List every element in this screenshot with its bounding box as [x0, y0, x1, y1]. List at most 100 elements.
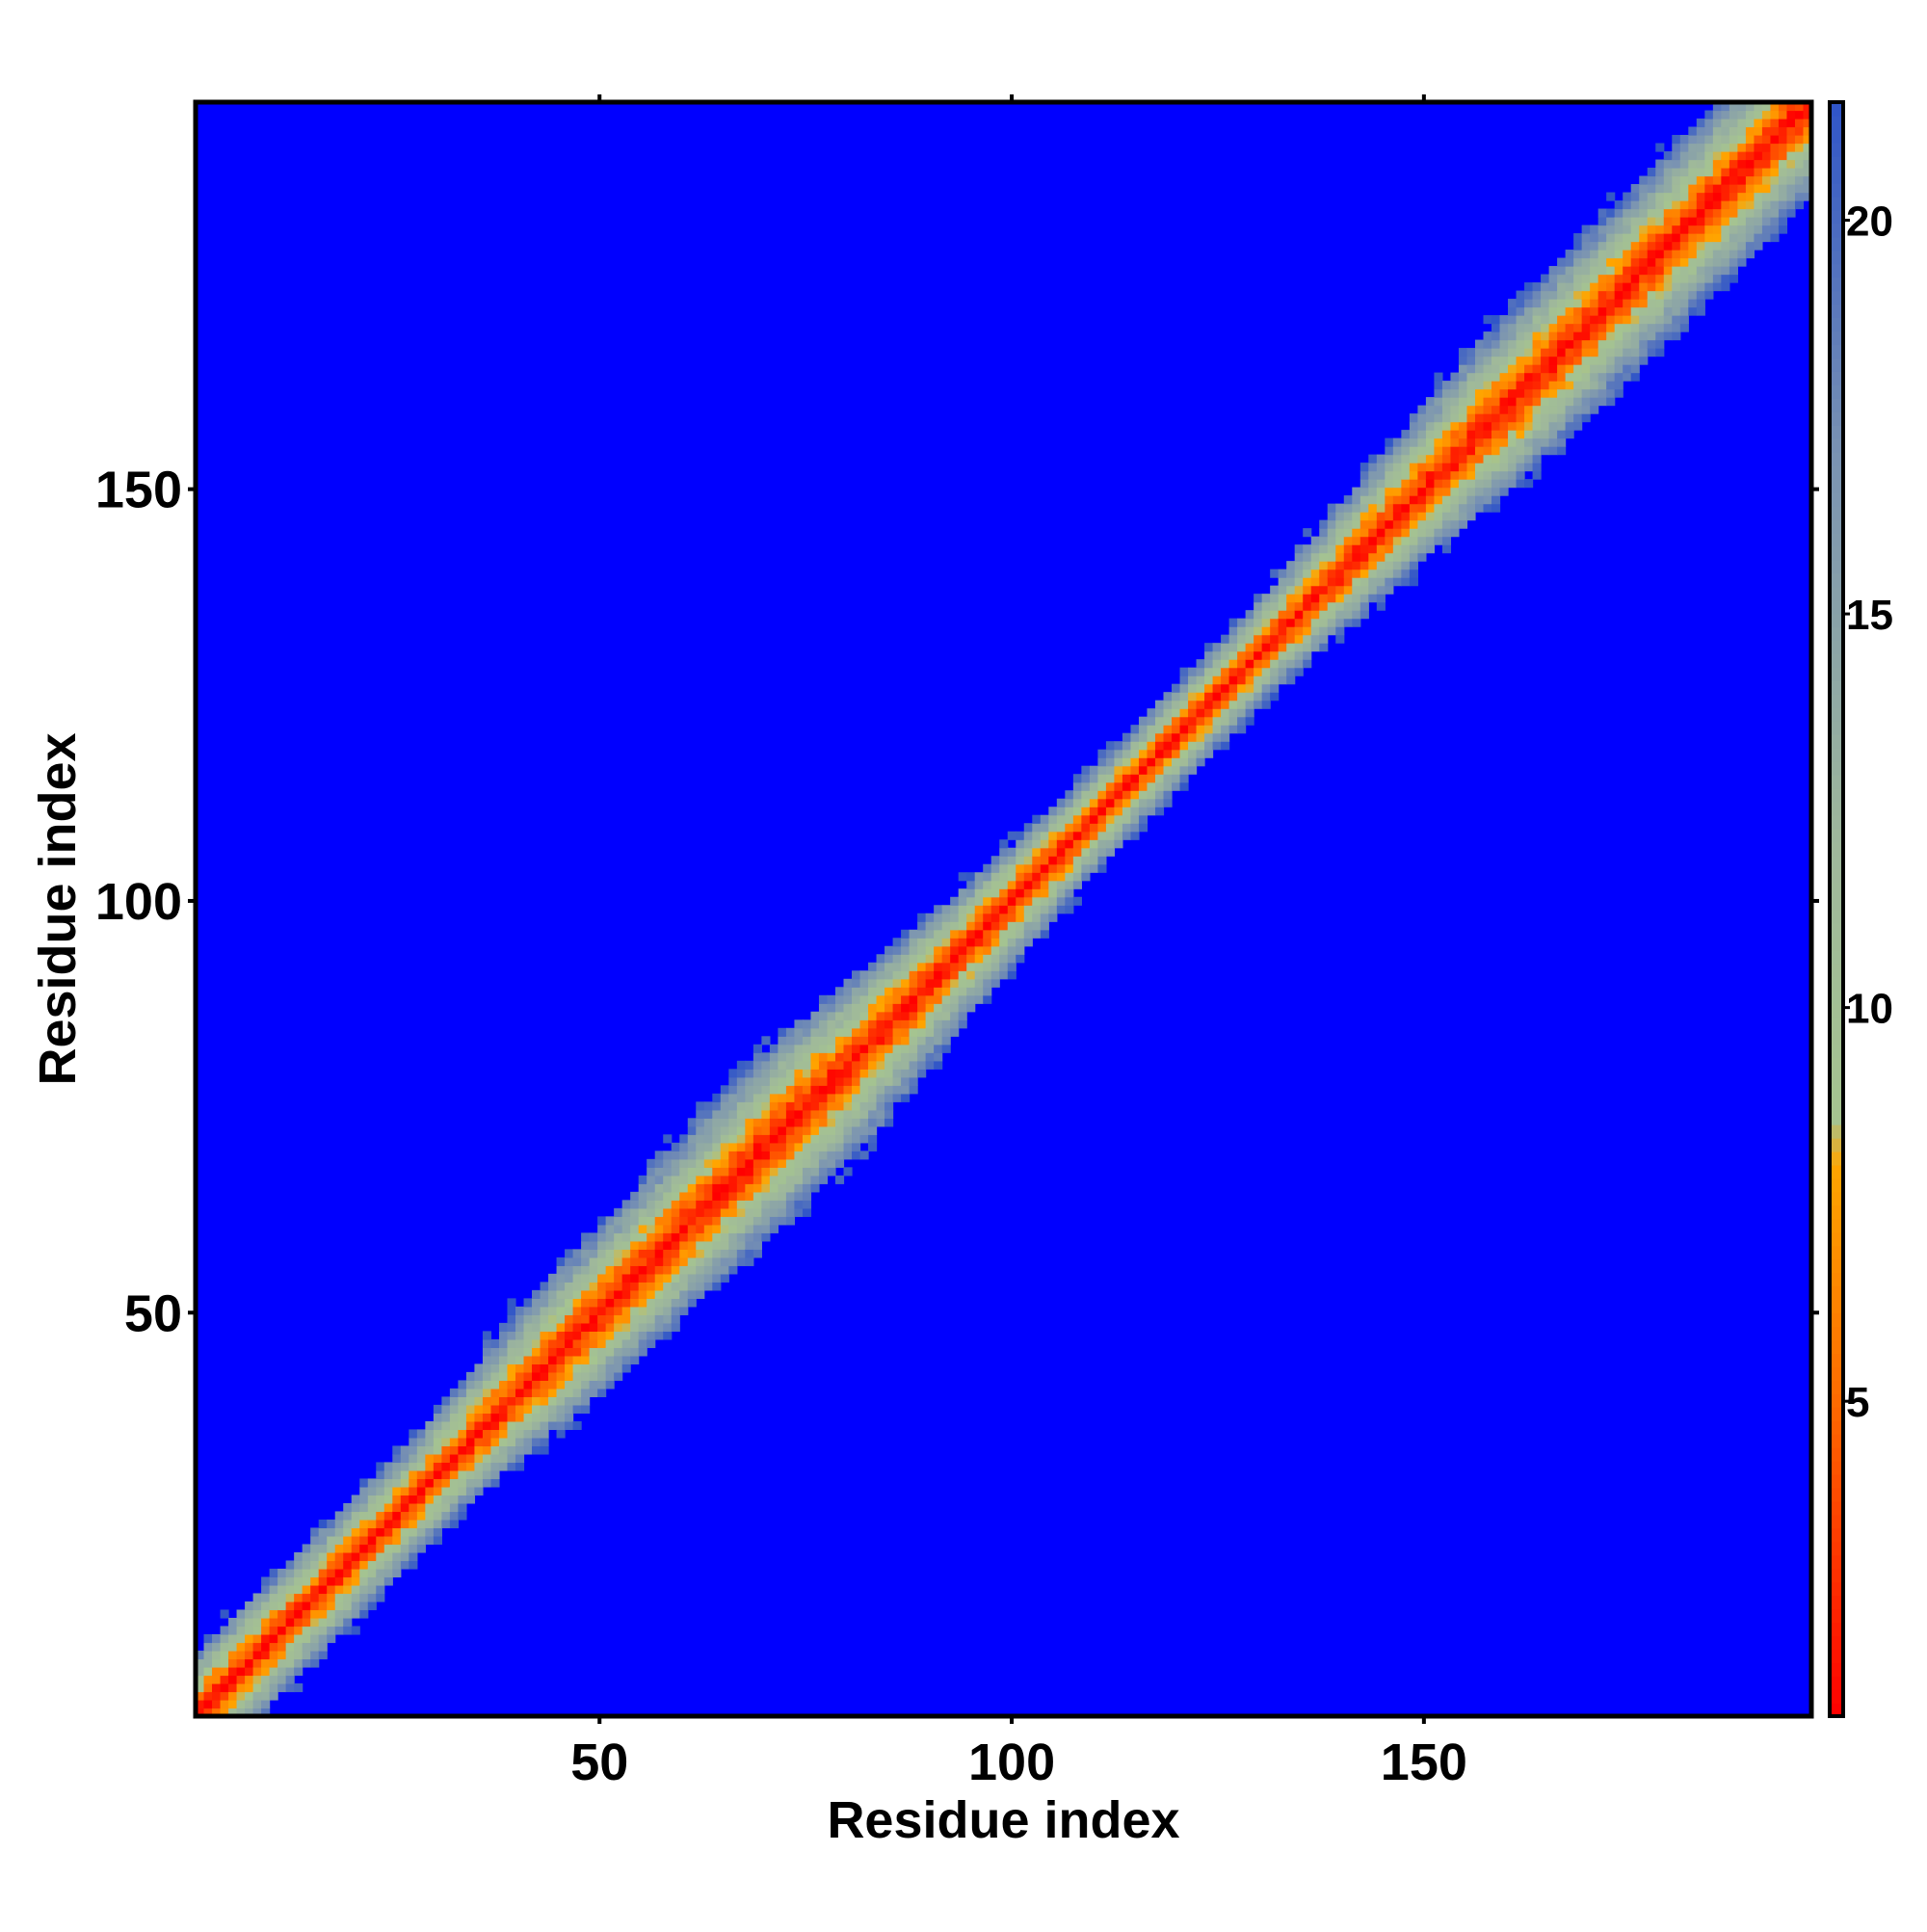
colorbar-segment [1830, 505, 1843, 520]
heatmap-cell [1647, 217, 1656, 226]
heatmap-cell [1508, 381, 1518, 390]
heatmap-cell [720, 1167, 729, 1177]
heatmap-cell [638, 1338, 647, 1348]
heatmap-cell [974, 962, 984, 971]
heatmap-cell [359, 1576, 369, 1586]
heatmap-cell [383, 1544, 393, 1553]
heatmap-cell [1729, 192, 1738, 201]
heatmap-cell [761, 1175, 771, 1184]
heatmap-cell [818, 1118, 829, 1127]
heatmap-cell [581, 1331, 591, 1340]
heatmap-cell [1335, 594, 1345, 603]
heatmap-cell [1712, 233, 1722, 243]
heatmap-cell [736, 1069, 746, 1078]
colorbar-tick-label: 10 [1846, 986, 1893, 1033]
heatmap-cell [1376, 536, 1386, 545]
heatmap-cell [1623, 200, 1632, 210]
heatmap-cell [1425, 544, 1436, 554]
heatmap-cell [852, 1085, 861, 1095]
heatmap-cell [1712, 266, 1722, 276]
heatmap-cell [1590, 274, 1599, 283]
heatmap-cell [220, 1707, 229, 1717]
heatmap-cell [843, 994, 853, 1004]
heatmap-cell [1138, 798, 1148, 807]
heatmap-cell [220, 1626, 229, 1635]
heatmap-cell [736, 1183, 746, 1193]
heatmap-cell [1294, 601, 1304, 611]
heatmap-cell [1417, 544, 1427, 554]
heatmap-cell [983, 945, 992, 955]
heatmap-cell [367, 1486, 377, 1496]
heatmap-cell [1441, 536, 1452, 545]
heatmap-cell [859, 1076, 869, 1086]
heatmap-cell [1352, 610, 1361, 620]
colorbar-segment [1830, 559, 1843, 574]
heatmap-cell [974, 880, 984, 889]
heatmap-cell [1729, 126, 1738, 136]
heatmap-cell [1172, 774, 1181, 783]
heatmap-cell [449, 1495, 459, 1504]
heatmap-cell [1532, 290, 1542, 300]
heatmap-cell [277, 1642, 287, 1652]
heatmap-cell [532, 1355, 541, 1364]
heatmap-cell [1786, 168, 1796, 177]
heatmap-cell [1105, 839, 1116, 849]
heatmap-cell [990, 978, 1000, 988]
heatmap-cell [376, 1560, 385, 1570]
heatmap-cell [1040, 896, 1049, 906]
heatmap-cell [1737, 159, 1747, 169]
heatmap-cell [1466, 454, 1476, 463]
heatmap-cell [556, 1429, 566, 1439]
heatmap-cell [1704, 135, 1714, 145]
heatmap-cell [548, 1347, 558, 1357]
heatmap-cell [647, 1249, 656, 1258]
heatmap-cell [703, 1183, 713, 1193]
heatmap-cell [498, 1437, 509, 1447]
heatmap-cell [1532, 348, 1542, 357]
heatmap-cell [1639, 175, 1649, 185]
heatmap-cell [1672, 299, 1681, 308]
heatmap-cell [416, 1502, 426, 1513]
heatmap-cell [343, 1560, 353, 1570]
heatmap-cell [302, 1568, 311, 1578]
heatmap-cell [892, 938, 902, 947]
heatmap-cell [1630, 290, 1640, 300]
heatmap-cell [277, 1617, 287, 1628]
heatmap-cell [892, 1027, 902, 1037]
heatmap-cell [917, 962, 927, 971]
heatmap-cell [1737, 135, 1747, 145]
heatmap-cell [597, 1355, 607, 1364]
heatmap-cell [925, 1011, 935, 1020]
heatmap-cell [236, 1617, 246, 1628]
heatmap-cell [458, 1396, 467, 1406]
heatmap-cell [1204, 650, 1214, 660]
heatmap-cell [1679, 323, 1689, 332]
heatmap-cell [572, 1306, 582, 1315]
heatmap-cell [917, 1060, 927, 1070]
heatmap-cell [966, 962, 976, 971]
heatmap-cell [876, 1093, 885, 1102]
heatmap-cell [1499, 487, 1509, 496]
heatmap-cell [1007, 872, 1016, 882]
heatmap-cell [1557, 405, 1567, 414]
heatmap-cell [1688, 159, 1698, 169]
heatmap-cell [1138, 781, 1148, 791]
heatmap-cell [1581, 315, 1591, 325]
heatmap-cell [745, 1076, 754, 1086]
heatmap-cell [663, 1289, 673, 1299]
heatmap-cell [1770, 225, 1780, 234]
heatmap-cell [614, 1289, 623, 1299]
heatmap-cell [1237, 683, 1247, 693]
heatmap-cell [614, 1207, 623, 1217]
heatmap-cell [1425, 413, 1436, 423]
heatmap-cell [581, 1371, 591, 1381]
heatmap-cell [1450, 413, 1460, 423]
heatmap-cell [1672, 192, 1681, 201]
heatmap-cell [736, 1158, 746, 1168]
heatmap-cell [1130, 774, 1140, 783]
heatmap-cell [1737, 119, 1747, 128]
heatmap-cell [1154, 774, 1165, 783]
heatmap-cell [548, 1331, 558, 1340]
heatmap-cell [252, 1691, 262, 1701]
heatmap-cell [785, 1093, 796, 1102]
